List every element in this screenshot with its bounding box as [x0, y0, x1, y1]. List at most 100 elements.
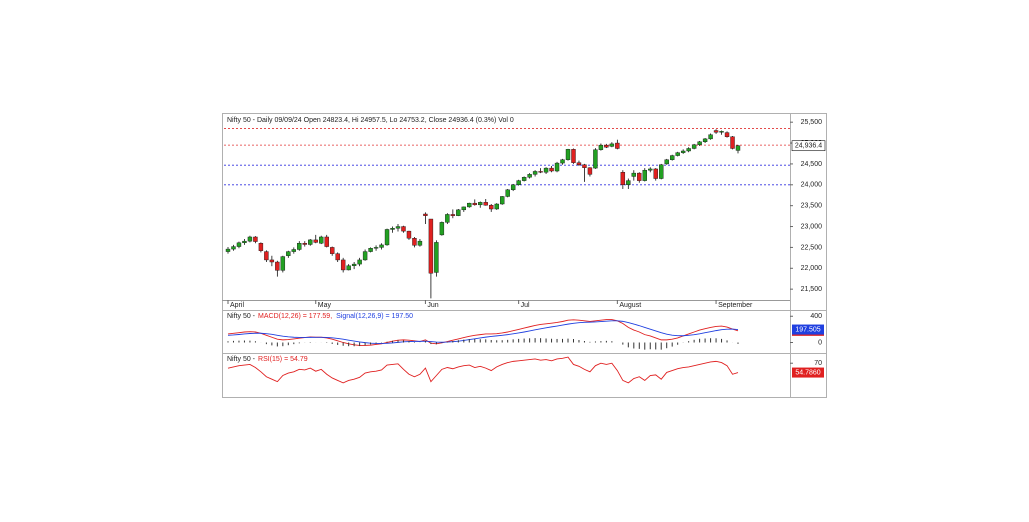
candle-body — [730, 136, 735, 149]
candle-body — [373, 247, 379, 249]
value-marker-label: 54.7860 — [795, 369, 820, 376]
candle-body — [401, 226, 406, 232]
candle-body — [631, 172, 637, 177]
candle-body — [483, 202, 488, 206]
candle-body — [538, 171, 543, 173]
candle-body — [467, 202, 472, 208]
chart-title: Nifty 50 - Daily 09/09/24 Open 24823.4, … — [227, 117, 514, 124]
candle-body — [582, 164, 587, 168]
y-tick-label: 22,000 — [801, 265, 823, 272]
x-tick-label: Jul — [521, 302, 530, 309]
candle-body — [609, 143, 615, 147]
candle-body — [587, 167, 593, 175]
candle-body — [324, 236, 329, 247]
candle-body — [691, 144, 697, 149]
candle-body — [637, 172, 642, 181]
candle-body — [412, 238, 417, 246]
candle-body — [357, 259, 362, 265]
y-tick-label: 25,500 — [801, 119, 823, 126]
y-tick-label: 0 — [818, 339, 822, 346]
candle-body — [472, 202, 477, 206]
candle-body — [719, 131, 724, 133]
candle-body — [302, 243, 307, 245]
candle-body — [291, 249, 297, 252]
candle-body — [593, 149, 598, 169]
candle-body — [319, 236, 324, 244]
y-tick-label: 400 — [810, 313, 822, 320]
candle-body — [576, 162, 582, 165]
candle-body — [395, 226, 401, 229]
y-tick-label: 21,500 — [801, 286, 823, 293]
candle-body — [428, 218, 434, 274]
x-tick-label: April — [230, 302, 244, 309]
candle-body — [527, 174, 532, 178]
candle-body — [598, 144, 604, 150]
candle-body — [565, 149, 571, 160]
candle-body — [231, 246, 236, 250]
candle-body — [669, 155, 675, 160]
candle-body — [499, 196, 505, 205]
candle-body — [675, 152, 680, 156]
value-marker-label: 197.505 — [795, 326, 820, 333]
candle-body — [697, 141, 702, 145]
candle-body — [362, 251, 368, 261]
candle-body — [379, 244, 384, 248]
panel-title: Nifty 50 - — [227, 313, 256, 320]
candle-body — [253, 236, 258, 242]
candle-body — [516, 180, 521, 185]
x-tick-label: September — [718, 302, 753, 309]
candle-body — [236, 242, 242, 247]
candle-body — [735, 145, 741, 151]
candle-body — [510, 184, 516, 191]
value-marker-box — [792, 367, 824, 378]
candle-body — [604, 144, 609, 148]
candle-body — [615, 142, 620, 149]
candle-body — [417, 240, 423, 246]
candle-body — [313, 239, 318, 243]
candle-body — [708, 134, 713, 140]
price-marker-box — [791, 140, 826, 152]
series-line — [227, 356, 739, 384]
y-tick-label: 70 — [814, 360, 822, 367]
panel-title: Nifty 50 - — [227, 356, 256, 363]
candle-body — [494, 203, 499, 210]
candle-body — [659, 164, 664, 179]
candle-body — [335, 253, 340, 261]
candle-body — [280, 256, 286, 271]
candle-body — [554, 162, 560, 172]
candle-body — [225, 248, 231, 252]
x-tick-label: May — [318, 302, 332, 309]
candle-body — [258, 243, 264, 251]
candle-body — [560, 159, 565, 164]
candle-body — [450, 214, 456, 216]
legend-entry: Signal(12,26,9) = 197.50 — [336, 313, 413, 320]
candle-body — [406, 230, 412, 239]
candle-body — [724, 132, 730, 137]
y-tick-label: 24,000 — [801, 182, 823, 189]
candle-body — [620, 172, 626, 185]
candle-body — [521, 177, 527, 181]
candle-body — [549, 167, 554, 172]
x-tick-label: August — [619, 302, 641, 309]
candle-body — [264, 251, 269, 261]
candle-body — [297, 243, 302, 250]
candle-body — [390, 228, 395, 230]
candle-body — [713, 130, 719, 133]
y-tick-label: 23,500 — [801, 203, 823, 210]
candle-body — [702, 138, 708, 143]
candle-body — [686, 148, 691, 152]
candle-body — [242, 240, 247, 244]
candle-body — [351, 263, 357, 266]
candle-body — [346, 265, 351, 271]
candle-body — [329, 247, 335, 254]
legend-entry: RSI(15) = 54.79 — [258, 356, 308, 363]
legend-entry: MACD(12,26) = 177.59, — [258, 313, 332, 320]
price-marker-label: 24,936.4 — [795, 143, 822, 150]
candle-body — [247, 236, 253, 242]
candle-body — [456, 209, 461, 216]
candle-body — [340, 259, 346, 271]
candle-body — [384, 229, 390, 246]
candle-body — [461, 206, 467, 211]
